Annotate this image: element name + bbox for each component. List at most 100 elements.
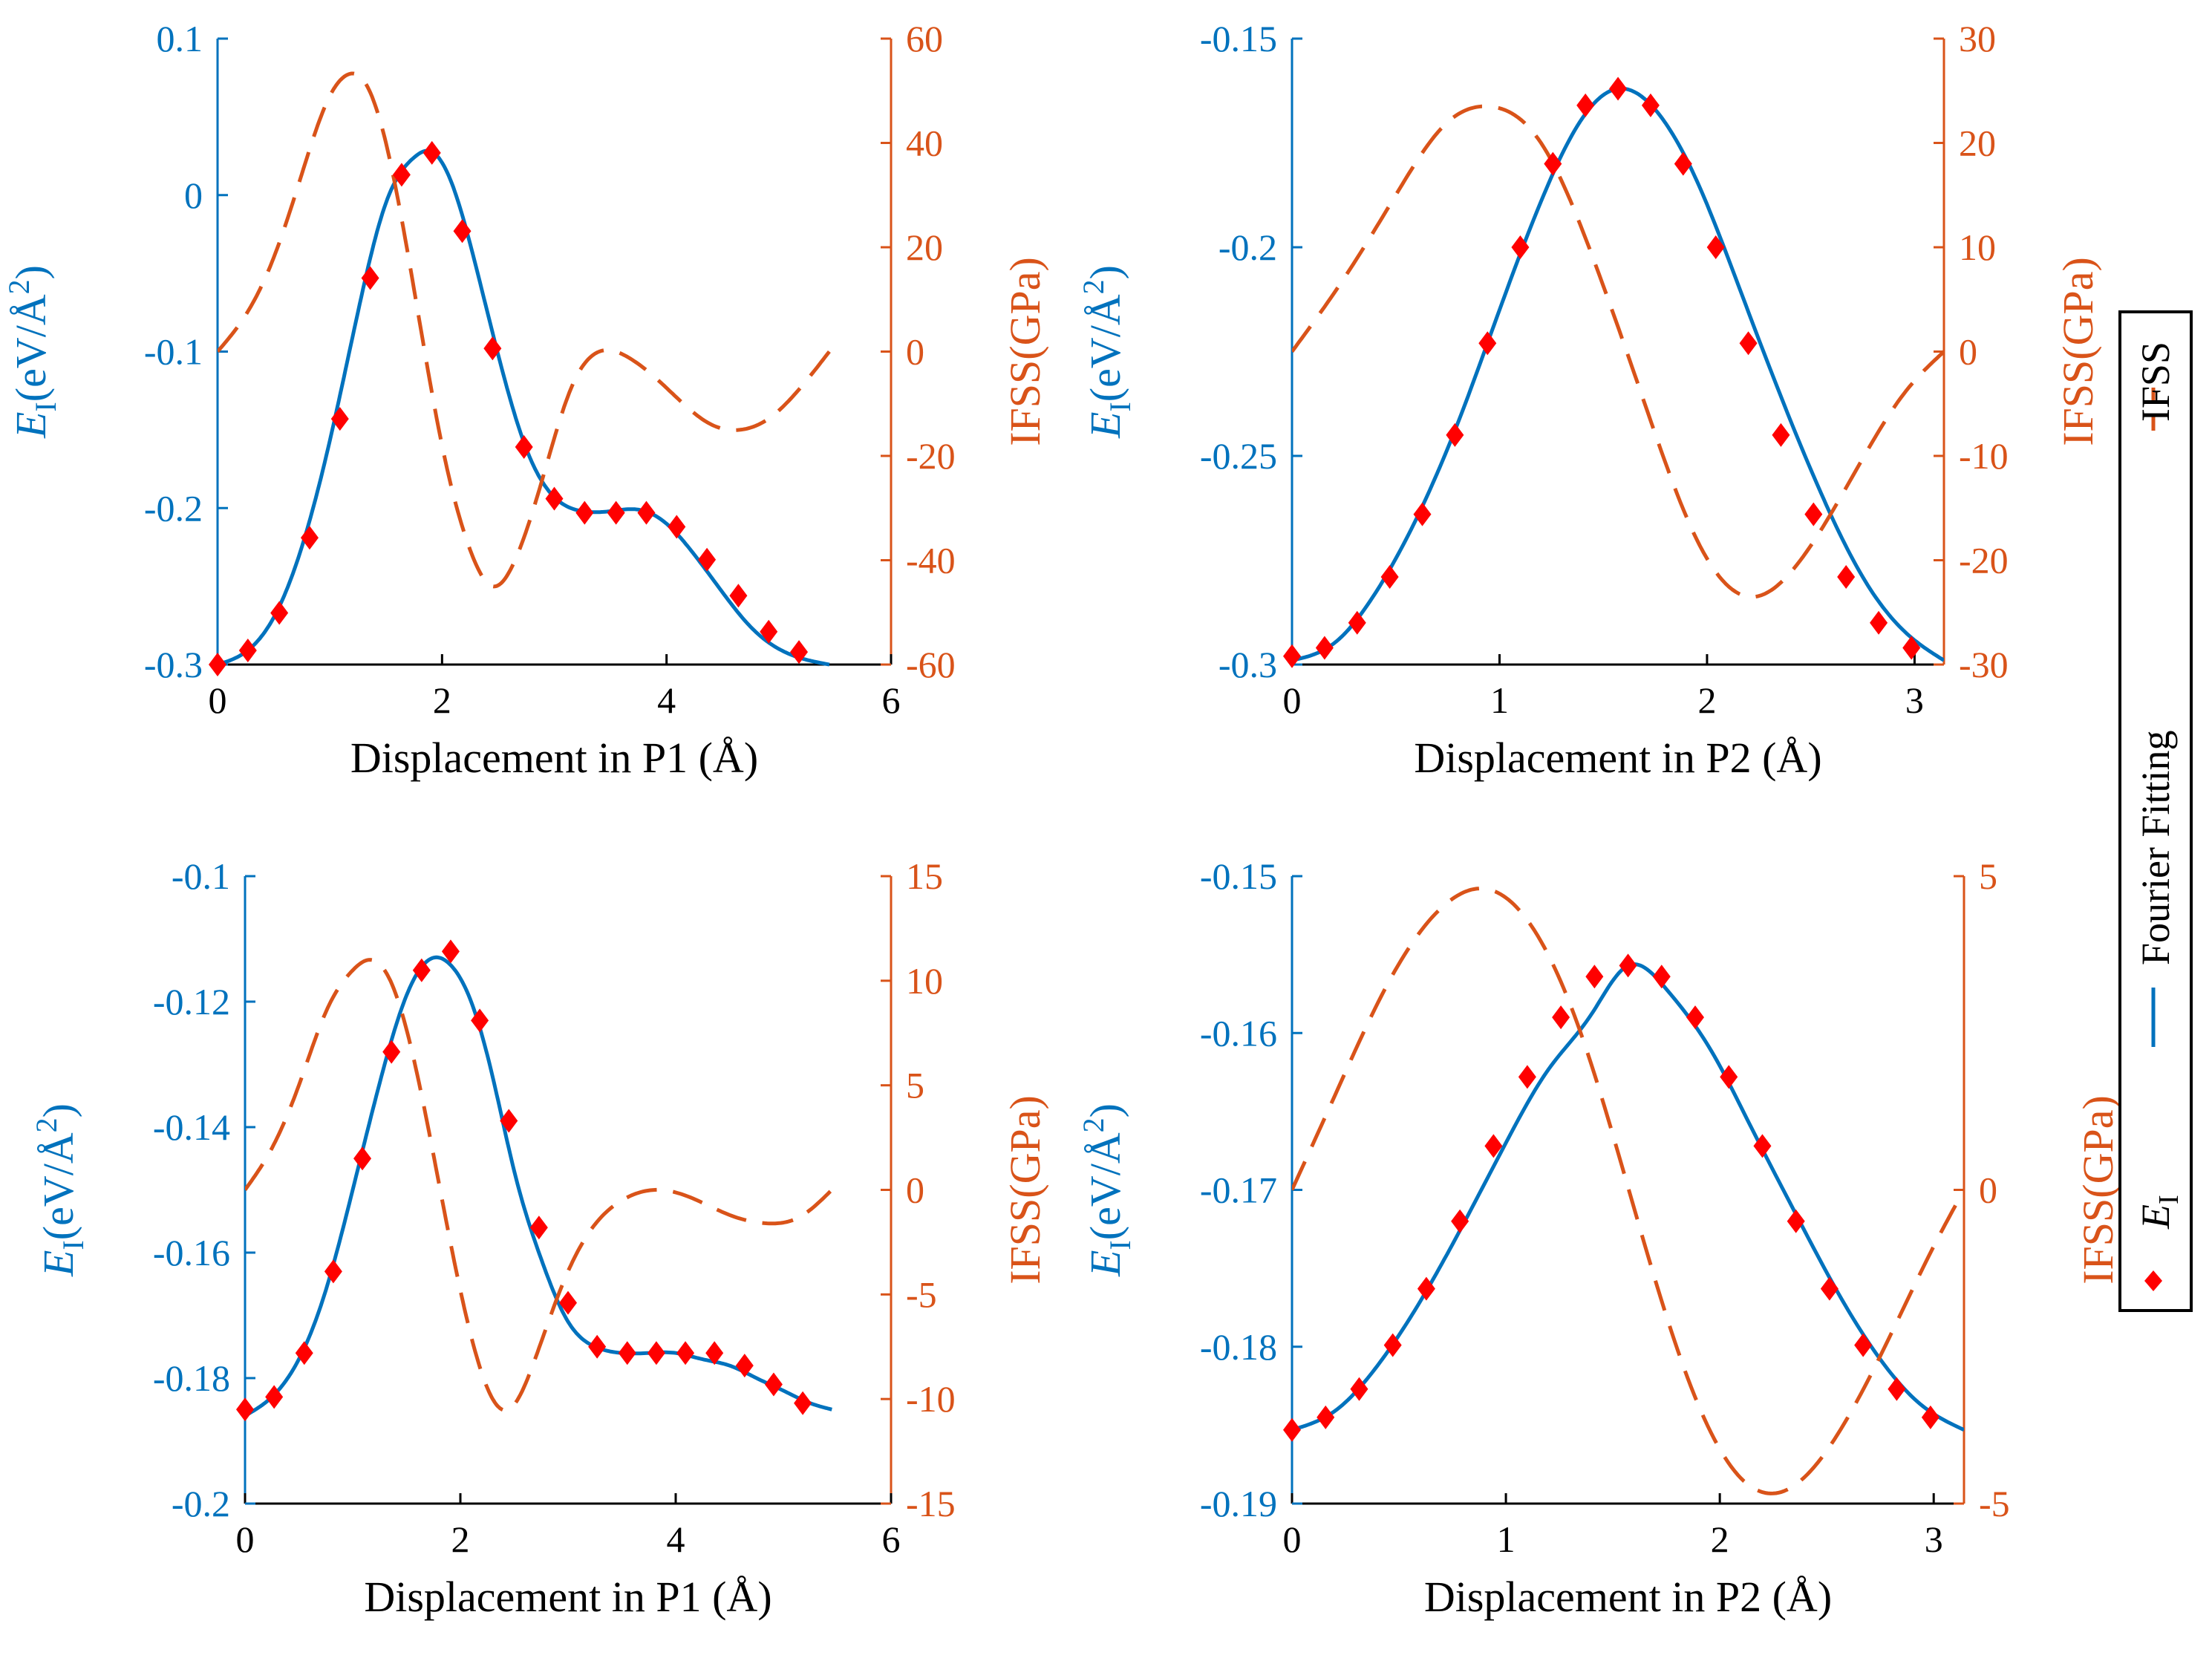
ei-data-point	[1417, 1276, 1435, 1301]
left-y-tick-label: -0.2	[1218, 226, 1277, 268]
right-y-tick-label: 0	[1979, 1169, 1997, 1211]
ei-data-point	[735, 1354, 754, 1378]
right-y-tick-label: -15	[906, 1483, 956, 1524]
ei-data-point	[1350, 1377, 1368, 1401]
ei-data-point	[559, 1290, 577, 1315]
left-y-tick-label: -0.3	[144, 644, 203, 685]
ifss-series-line	[218, 71, 831, 589]
left-y-tick-label: -0.14	[153, 1106, 230, 1148]
ei-data-point	[441, 939, 460, 964]
ei-data-point	[1451, 1209, 1469, 1233]
ei-data-point	[1772, 422, 1790, 447]
left-axis-title-superscript: 2	[2, 279, 36, 294]
right-y-tick-label: -40	[906, 540, 956, 581]
ei-data-point	[1739, 331, 1758, 356]
right-axis-title: IFSS(GPa)	[1001, 257, 1049, 446]
right-y-tick-label: -10	[906, 1378, 956, 1420]
ei-data-point	[764, 1372, 783, 1397]
x-tick-label: 0	[1283, 1518, 1302, 1560]
left-axis-title-subscript: I	[29, 402, 62, 411]
ei-data-point	[1585, 965, 1604, 989]
right-y-tick-label: -5	[1979, 1483, 2010, 1524]
ei-data-point	[265, 1385, 284, 1409]
ei-data-point	[1720, 1065, 1738, 1089]
left-axis-title-symbol: E	[1081, 412, 1129, 439]
ei-data-point	[618, 1341, 636, 1365]
x-tick-label: 0	[1283, 679, 1302, 721]
ei-data-point	[1348, 610, 1366, 635]
ei-data-point	[382, 1040, 401, 1064]
right-y-tick-label: 15	[906, 855, 943, 897]
left-y-tick-label: -0.1	[172, 855, 230, 897]
left-axis-title-symbol: E	[7, 412, 55, 439]
x-tick-label: 0	[209, 679, 227, 721]
ei-data-point	[236, 1397, 254, 1422]
ei-data-point	[295, 1341, 313, 1365]
right-y-tick-label: 5	[1979, 855, 1997, 897]
left-y-tick-label: 0	[184, 174, 203, 216]
right-y-tick-label: 20	[906, 226, 943, 268]
ei-data-point	[1870, 610, 1888, 635]
legend-ifss-label: IFSS	[2133, 342, 2178, 422]
ei-data-point	[760, 619, 778, 644]
ei-data-point	[324, 1259, 342, 1284]
left-axis-title-units: (eV/Å	[1081, 294, 1129, 402]
ei-data-point	[500, 1109, 518, 1133]
ei-data-point	[238, 639, 257, 663]
chart-panel-bottom-left: 0 2 4 6 -0.2 -0.18 -0.16 -0.14 -0.12 -0.1 -15 -10 -5…	[30, 855, 1049, 1621]
ei-data-point	[1383, 1333, 1402, 1357]
ei-data-point	[588, 1334, 607, 1359]
right-y-tick-label: 40	[906, 123, 943, 164]
fourier-fit-line	[245, 955, 832, 1417]
left-y-tick-label: -0.17	[1200, 1169, 1277, 1211]
legend-box	[2118, 310, 2193, 1312]
left-axis-title-superscript: 2	[1077, 1117, 1110, 1132]
x-tick-label: 6	[882, 1518, 901, 1560]
right-y-tick-label: 10	[1959, 226, 1996, 268]
x-axis-title: Displacement in P2 (Å)	[1424, 1573, 1832, 1621]
chart-panel-top-left: 0 2 4 6 -0.3 -0.2 -0.1 0 0.1 -60 -40 -20 0 20 40 60 Disp…	[2, 18, 1049, 782]
left-axis-title-units: (eV/Å	[34, 1132, 82, 1240]
x-tick-label: 2	[1711, 1518, 1729, 1560]
left-y-tick-label: -0.15	[1200, 855, 1277, 897]
panels-layer: 0 2 4 6-0.3-0.2-0.100.1-60-40-200204060Disp…	[2, 18, 2122, 1621]
ei-data-point	[1921, 1405, 1939, 1429]
left-y-tick-label: -0.19	[1200, 1483, 1277, 1524]
legend-ei-subscript: I	[2153, 1195, 2185, 1204]
legend-ei-symbol: E	[2133, 1204, 2178, 1230]
ei-data-point	[1283, 644, 1301, 668]
ei-data-point	[575, 500, 594, 525]
ei-data-point	[1518, 1065, 1536, 1089]
ei-data-point	[1380, 564, 1399, 589]
left-axis-title: EI(eV/Å2)	[1077, 1103, 1137, 1277]
ei-data-point	[453, 219, 472, 244]
right-y-tick-label: -20	[1959, 540, 2009, 581]
x-tick-label: 4	[657, 679, 676, 721]
x-tick-label: 2	[433, 679, 451, 721]
ei-data-point	[361, 266, 379, 290]
ei-data-point	[483, 336, 502, 361]
ei-data-point	[545, 486, 564, 511]
right-y-tick-label: -5	[906, 1273, 937, 1315]
ei-data-point	[794, 1391, 812, 1415]
ei-data-point	[637, 500, 656, 525]
chart-panel-top-right: 0 1 2 3 -0.3 -0.25 -0.2 -0.15 -30 -20 -10 0 10 20 30 Di…	[1077, 18, 2102, 782]
ei-data-point	[1315, 636, 1334, 660]
right-y-tick-label: 20	[1959, 123, 1996, 164]
ei-data-point	[705, 1341, 724, 1365]
left-axis-title-close: )	[1081, 265, 1129, 279]
ei-data-point	[412, 958, 431, 982]
ei-data-point	[1837, 564, 1856, 589]
right-axis-title: IFSS(GPa)	[2054, 257, 2102, 446]
left-axis-title-subscript: I	[1103, 402, 1137, 411]
ei-data-point	[330, 407, 349, 431]
legend-ei-label: EI	[2133, 1195, 2185, 1230]
ei-data-point	[1552, 1005, 1570, 1030]
right-y-tick-label: 30	[1959, 18, 1996, 59]
x-axis-title: Displacement in P1 (Å)	[364, 1573, 771, 1621]
left-axis-title-symbol: E	[1081, 1250, 1129, 1277]
right-y-tick-label: 10	[906, 960, 943, 1002]
x-tick-label: 6	[882, 679, 901, 721]
ei-data-point	[353, 1146, 372, 1171]
